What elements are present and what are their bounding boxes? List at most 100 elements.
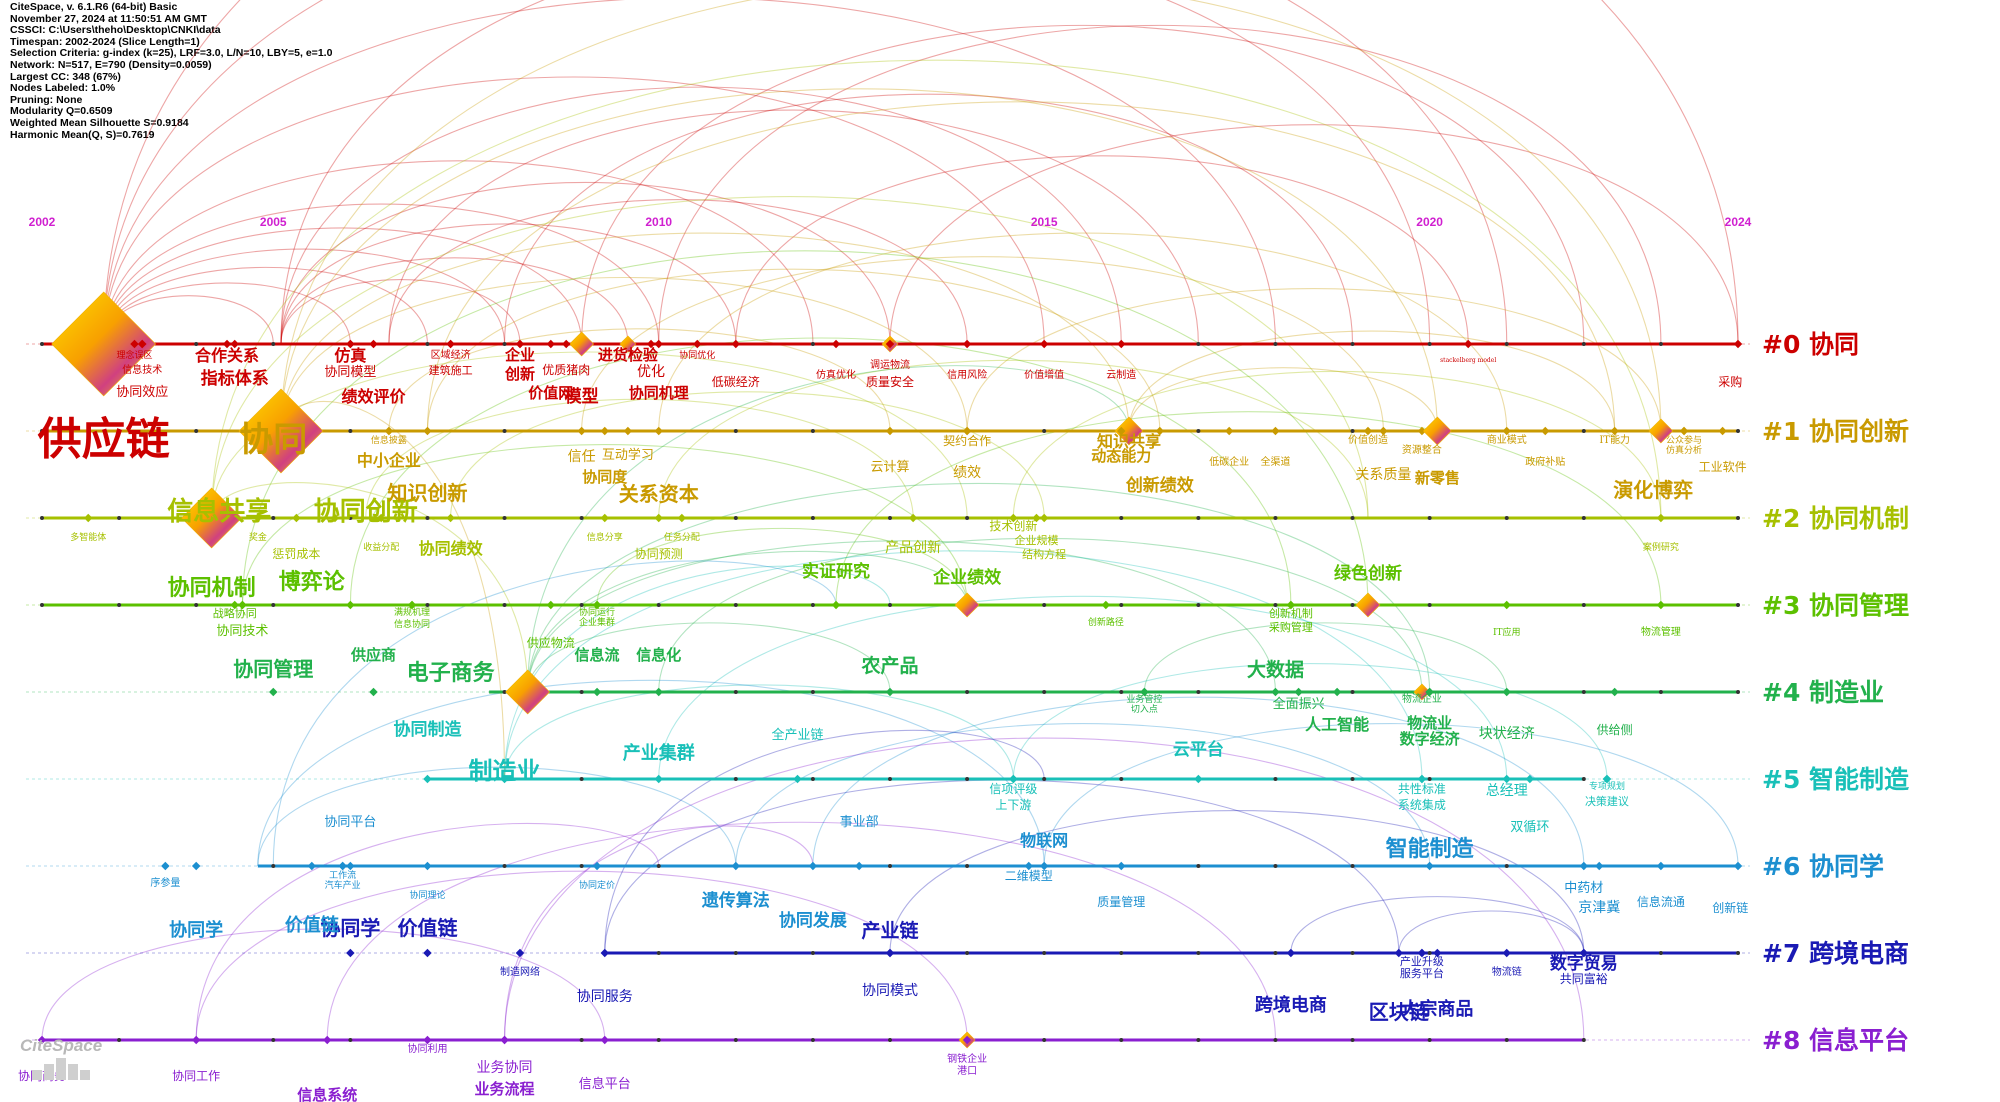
keyword-node xyxy=(338,861,347,871)
link-arc xyxy=(103,227,583,345)
keyword-node xyxy=(51,291,157,397)
year-dot xyxy=(1119,690,1124,694)
link-arc xyxy=(735,155,1469,345)
keyword-node xyxy=(1525,774,1535,784)
keyword-label: 协同绩效 xyxy=(419,539,483,558)
keyword-label: 信息协同 xyxy=(394,618,430,630)
summary-line: November 27, 2024 at 11:50:51 AM GMT xyxy=(10,12,207,25)
cluster-id: #0 xyxy=(1762,330,1809,359)
link-arc xyxy=(658,537,1423,693)
year-tick-label: 2024 xyxy=(1725,215,1752,229)
cluster-label-layer: #0 协同#1 协同创新#2 协同机制#3 协同管理#4 制造业#5 智能制造#… xyxy=(1762,330,1909,1055)
link-arc xyxy=(195,870,968,1041)
link-arc xyxy=(211,59,1662,519)
link-arc xyxy=(596,527,968,606)
link-arc xyxy=(889,810,1585,954)
keyword-node xyxy=(592,600,602,610)
year-dot xyxy=(656,951,661,955)
keyword-label: 京津冀 xyxy=(1578,900,1620,916)
keyword-label: 创新绩效 xyxy=(1125,475,1194,496)
year-dot xyxy=(1196,951,1201,955)
year-dot xyxy=(1350,864,1355,868)
keyword-node xyxy=(346,600,355,610)
keyword-label: 二维模型 xyxy=(1005,869,1053,883)
link-arc xyxy=(280,0,1431,345)
keyword-node xyxy=(446,339,455,349)
keyword-label: 互动学习 xyxy=(602,447,654,463)
keyword-label: 跨境电商 xyxy=(1255,994,1327,1016)
keyword-node xyxy=(962,426,972,436)
keyword-node xyxy=(1733,339,1743,349)
keyword-node xyxy=(561,339,571,349)
keyword-node xyxy=(1541,426,1550,436)
keyword-label: 协同技术 xyxy=(216,624,268,639)
summary-line: CSSCI: C:\Users\theho\Desktop\CNKI\data xyxy=(10,24,221,37)
year-dot xyxy=(1658,690,1663,694)
link-arc xyxy=(966,288,1662,432)
year-dot xyxy=(425,603,430,607)
link-arc xyxy=(280,88,1438,432)
keyword-node xyxy=(1101,600,1111,610)
link-arc xyxy=(280,0,1662,432)
year-dot xyxy=(888,864,892,868)
year-dot xyxy=(40,429,44,433)
cluster-label: #3 协同管理 xyxy=(1762,591,1909,620)
link-arc xyxy=(812,696,1585,867)
keyword-node xyxy=(1579,861,1589,871)
keyword-label: 大宗商品 xyxy=(1401,998,1473,1020)
keyword-label: 信息平台 xyxy=(579,1076,631,1092)
keyword-label: 关系资本 xyxy=(619,482,699,506)
link-arc xyxy=(426,101,1616,432)
year-tick-label: 2015 xyxy=(1031,215,1058,229)
year-dot xyxy=(733,777,738,781)
keyword-label: 协同定价 xyxy=(579,879,615,891)
link-arc xyxy=(365,398,914,519)
keyword-node xyxy=(1502,426,1511,436)
link-arc xyxy=(388,198,968,345)
keyword-label: 合作关系 xyxy=(195,346,259,365)
year-dot xyxy=(271,1038,276,1042)
link-arc xyxy=(349,337,1292,606)
keyword-node xyxy=(1594,861,1604,871)
keyword-node xyxy=(1286,600,1296,610)
cluster-id: #7 xyxy=(1762,939,1809,968)
keyword-label: 创新 xyxy=(504,365,535,383)
keyword-label: 数字贸易 xyxy=(1550,953,1618,974)
year-dot xyxy=(1350,1038,1355,1042)
keyword-node xyxy=(693,339,702,349)
keyword-label: 低碳经济 xyxy=(712,374,760,389)
keyword-label: 物流业 xyxy=(1407,714,1452,732)
link-layer xyxy=(41,0,1739,1041)
keyword-label: 工业软件 xyxy=(1699,460,1747,474)
keyword-label: 电子商务 xyxy=(407,660,496,686)
keyword-node xyxy=(1032,513,1041,523)
year-dot xyxy=(965,864,970,868)
keyword-node xyxy=(600,948,610,958)
year-dot xyxy=(1042,690,1047,694)
keyword-label: 政府补贴 xyxy=(1525,455,1565,468)
keyword-node xyxy=(191,1035,201,1045)
cluster-name: 协同机制 xyxy=(1809,504,1909,533)
link-arc xyxy=(658,232,1508,432)
year-dot xyxy=(1119,516,1124,520)
keyword-node xyxy=(793,774,802,784)
keyword-label: 优化 xyxy=(637,364,665,380)
keyword-label: 信息流 xyxy=(575,646,620,664)
year-dot xyxy=(1196,516,1201,520)
keyword-node xyxy=(1155,426,1165,436)
year-dot xyxy=(1581,516,1586,520)
keyword-label: 契约合作 xyxy=(943,433,991,448)
keyword-label: stackelberg model xyxy=(1440,357,1496,364)
keyword-label: 信息共享 xyxy=(167,496,271,527)
keyword-label: 物流企业 xyxy=(1402,692,1442,705)
keyword-label: 业务管控 xyxy=(1126,693,1162,705)
cluster-id: #2 xyxy=(1762,504,1809,533)
keyword-node xyxy=(500,1035,509,1045)
year-tick-label: 2010 xyxy=(645,215,672,229)
cluster-id: #6 xyxy=(1762,852,1809,881)
keyword-label: IT能力 xyxy=(1599,433,1630,446)
keyword-node xyxy=(346,861,355,871)
keyword-label: 质量安全 xyxy=(866,374,914,389)
keyword-node xyxy=(546,339,556,349)
